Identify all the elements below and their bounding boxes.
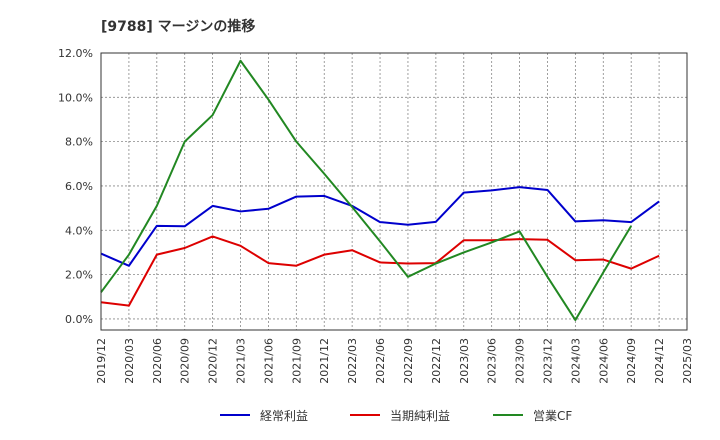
series-line-2	[100, 59, 633, 322]
series-line-0	[100, 186, 660, 267]
x-tick-label: 2021/03	[235, 338, 248, 384]
chart-title: [9788] マージンの推移	[101, 18, 255, 35]
x-tick-label: 2024/06	[597, 338, 610, 384]
y-tick-label: 4.0%	[65, 224, 93, 237]
x-tick-label: 2022/12	[430, 338, 443, 384]
x-tick-label: 2024/09	[625, 338, 638, 384]
x-tick-label: 2019/12	[95, 338, 108, 384]
x-tick-label: 2023/03	[458, 338, 471, 384]
x-tick-label: 2021/09	[290, 338, 303, 384]
legend: 経常利益 当期純利益 営業CF	[220, 409, 572, 423]
y-axis: 0.0% 2.0% 4.0% 6.0% 8.0% 10.0% 12.0%	[58, 47, 93, 326]
x-tick-label: 2023/12	[541, 338, 554, 384]
x-tick-label: 2023/06	[486, 338, 499, 384]
x-tick-label: 2020/06	[151, 338, 164, 384]
x-tick-label: 2025/03	[681, 338, 694, 384]
y-tick-label: 8.0%	[65, 136, 93, 149]
x-tick-label: 2022/03	[346, 338, 359, 384]
x-axis: 2019/12 2020/03 2020/06 2020/09 2020/12 2021/…	[95, 338, 694, 384]
legend-label: 当期純利益	[390, 409, 450, 423]
x-tick-label: 2020/12	[207, 338, 220, 384]
x-tick-label: 2022/09	[402, 338, 415, 384]
x-tick-label: 2020/09	[179, 338, 192, 384]
plot-frame	[100, 52, 688, 331]
y-tick-label: 10.0%	[58, 91, 93, 104]
y-tick-label: 12.0%	[58, 47, 93, 60]
x-tick-label: 2024/12	[653, 338, 666, 384]
series-lines	[100, 59, 660, 322]
x-tick-label: 2020/03	[123, 338, 136, 384]
x-tick-label: 2024/03	[569, 338, 582, 384]
grid	[100, 52, 688, 330]
legend-label: 経常利益	[260, 409, 308, 423]
x-tick-label: 2022/06	[374, 338, 387, 384]
y-tick-label: 6.0%	[65, 180, 93, 193]
y-tick-label: 2.0%	[65, 269, 93, 282]
x-tick-label: 2021/12	[318, 338, 331, 384]
y-tick-label: 0.0%	[65, 313, 93, 326]
x-tick-label: 2021/06	[262, 338, 275, 384]
series-line-1	[100, 235, 660, 307]
x-tick-label: 2023/09	[514, 338, 527, 384]
legend-label: 営業CF	[533, 409, 572, 423]
